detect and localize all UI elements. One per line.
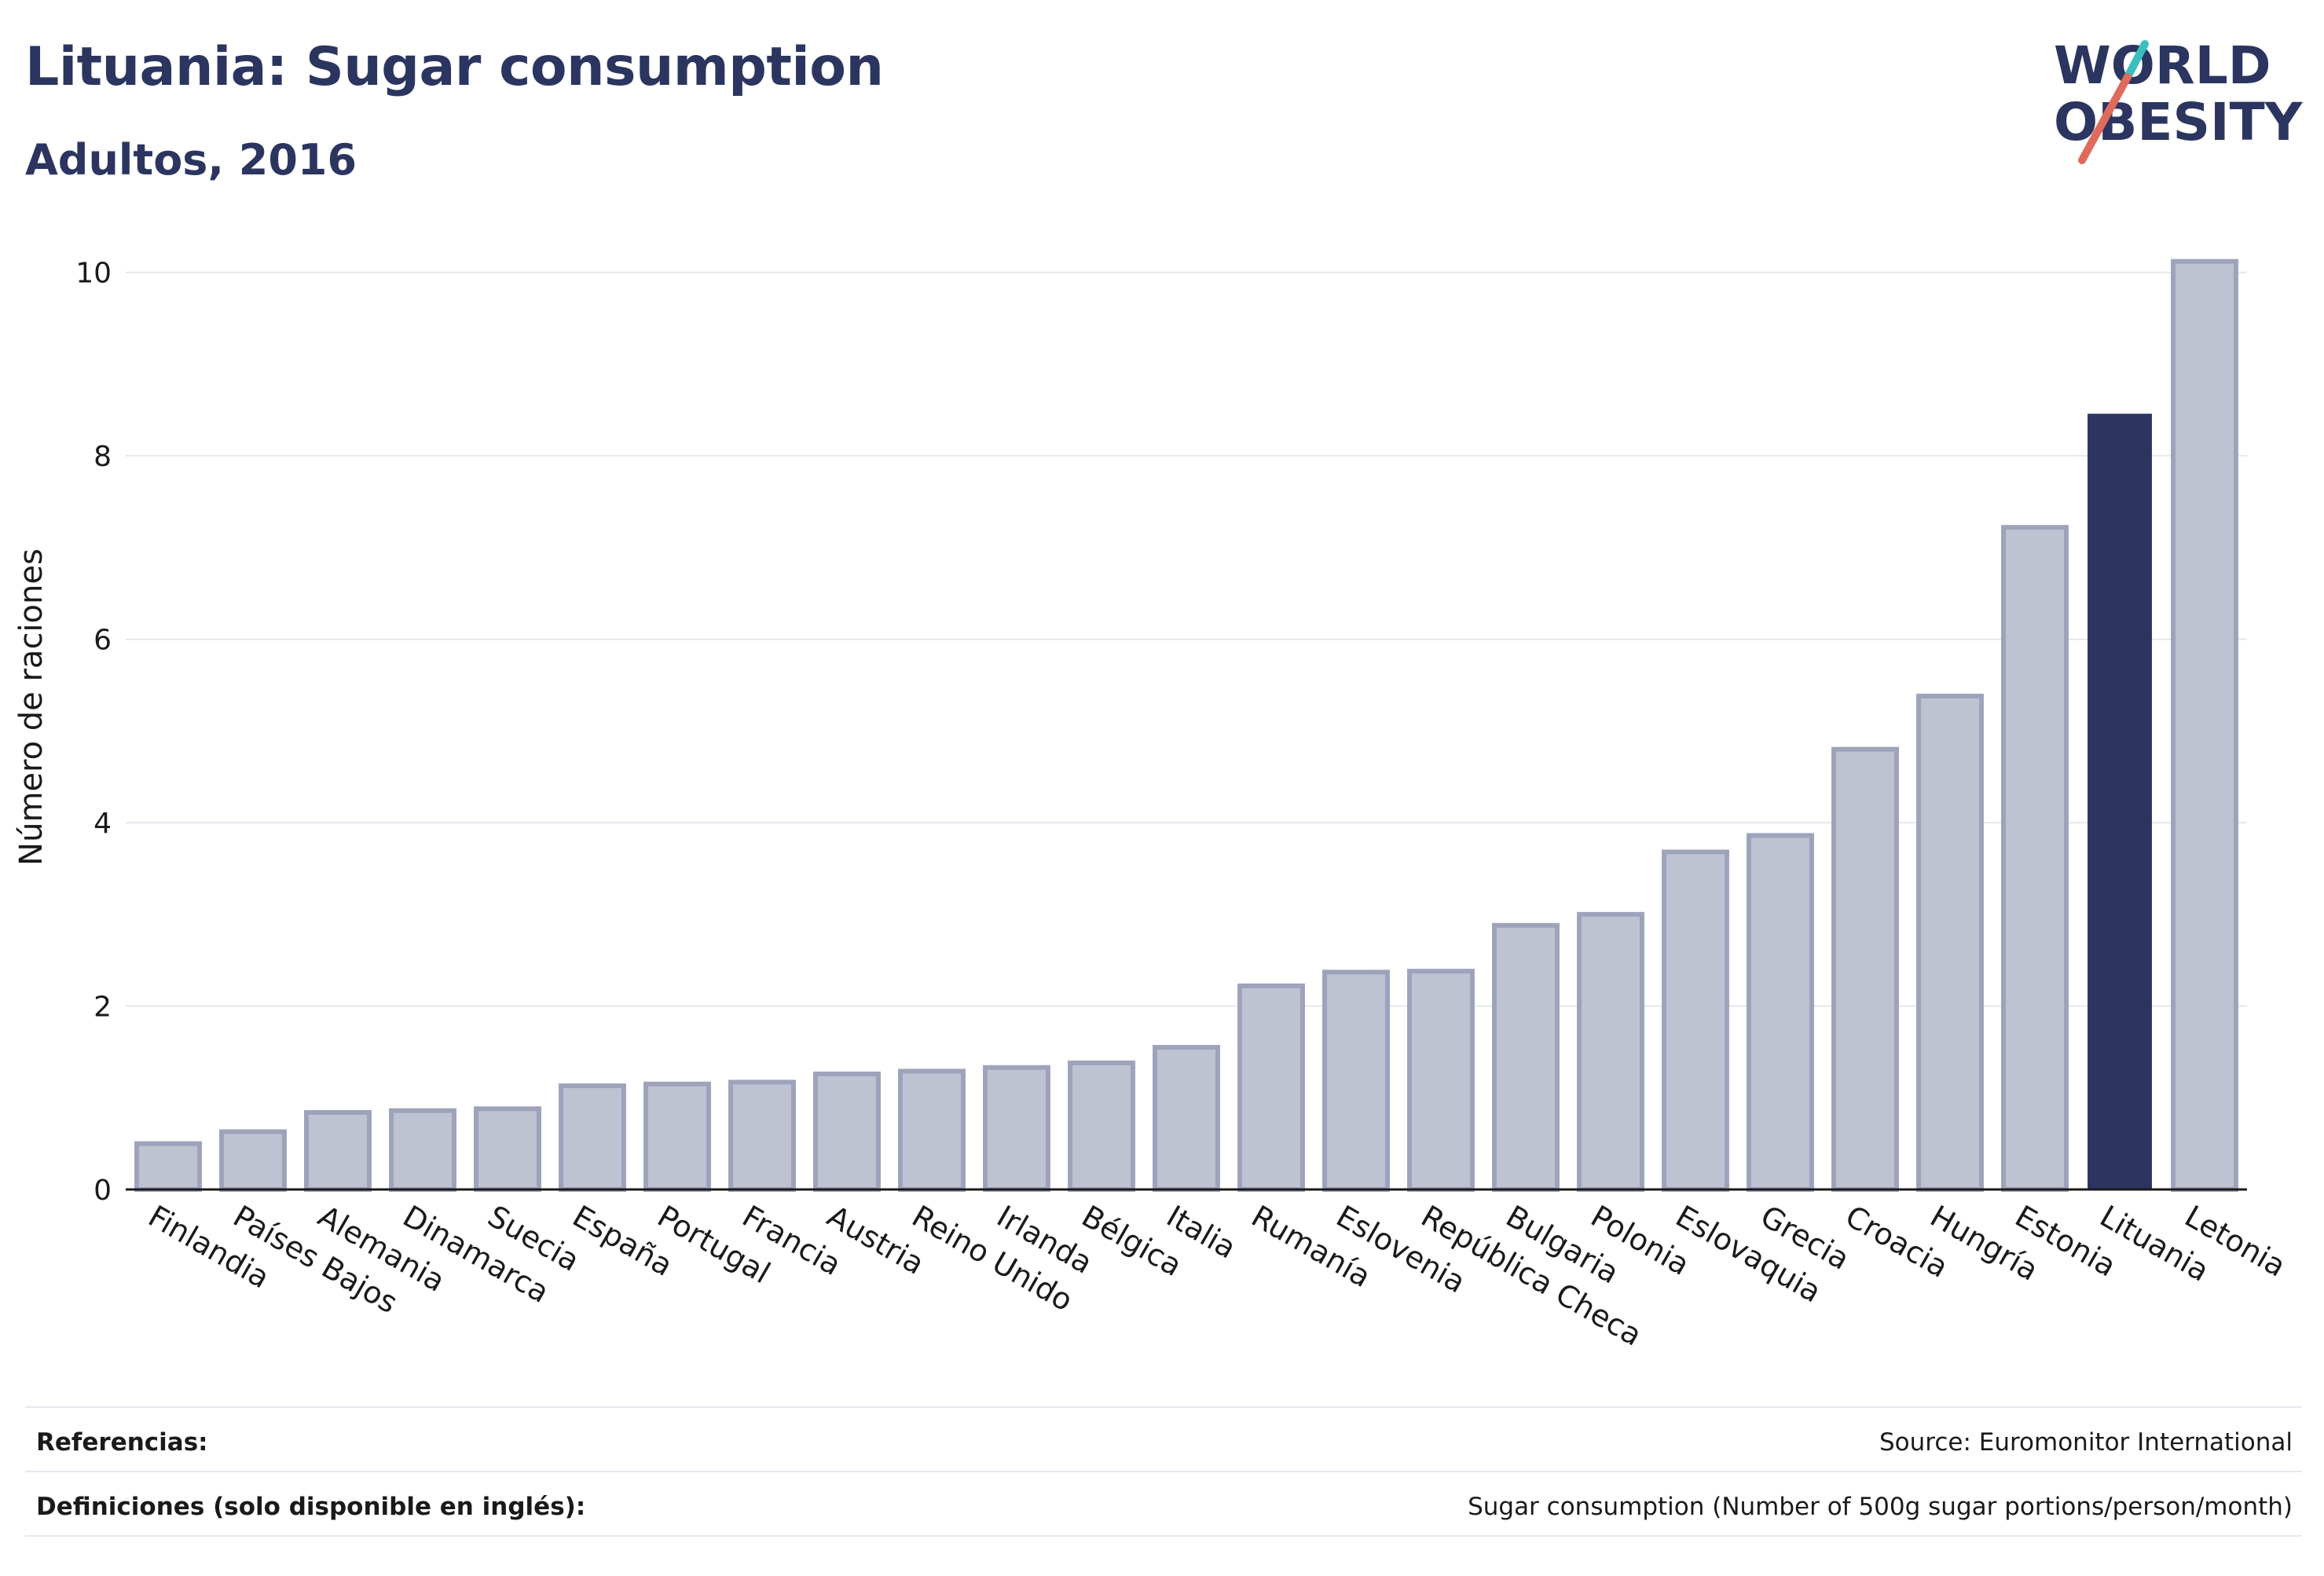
bar-rumanía: [1237, 983, 1305, 1192]
bar-croacia: [1831, 746, 1899, 1192]
references-value: Source: Euromonitor International: [1879, 1428, 2293, 1457]
bar-austria: [813, 1071, 881, 1192]
references-label: Referencias:: [36, 1428, 208, 1457]
page-title: Lituania: Sugar consumption: [25, 36, 884, 98]
logo-slash-teal: [2124, 40, 2149, 81]
logo-word-world: WORLD: [2054, 35, 2271, 96]
bar-irlanda: [983, 1065, 1050, 1192]
bar-reino-unido: [898, 1068, 966, 1193]
bar-estonia: [2001, 525, 2069, 1192]
bar-españa: [559, 1083, 626, 1192]
bar-polonia: [1577, 911, 1644, 1193]
bar-dinamarca: [389, 1108, 456, 1193]
y-tick-label: 4: [93, 808, 112, 840]
bar-suecia: [474, 1106, 541, 1193]
bar-república-checa: [1407, 969, 1475, 1193]
x-tick-label: Austria: [822, 1199, 930, 1281]
bar-alemania: [304, 1109, 372, 1193]
definitions-label: Definiciones (solo disponible en inglés)…: [36, 1493, 586, 1521]
bar-bélgica: [1068, 1060, 1135, 1192]
bar-bulgaria: [1492, 922, 1560, 1193]
bar-francia: [728, 1079, 796, 1193]
bar-portugal: [643, 1081, 711, 1193]
bar-letonia: [2171, 258, 2238, 1193]
y-tick-label: 8: [93, 441, 112, 473]
world-obesity-logo: WORLD OBESITY: [2054, 35, 2304, 164]
y-tick-label: 0: [93, 1175, 112, 1207]
bar-hungría: [1916, 693, 1984, 1192]
y-tick-label: 2: [93, 991, 112, 1024]
bar-italia: [1153, 1045, 1220, 1192]
y-tick-label: 6: [93, 625, 112, 657]
bar-grecia: [1747, 833, 1814, 1192]
y-tick-label: 10: [75, 258, 112, 290]
page-subtitle: Adultos, 2016: [25, 135, 357, 185]
footer-divider-middle: [25, 1471, 2302, 1472]
bar-eslovenia: [1322, 969, 1390, 1192]
bar-finlandia: [134, 1141, 202, 1193]
bar-países-bajos: [219, 1129, 287, 1192]
definitions-value: Sugar consumption (Number of 500g sugar …: [1468, 1493, 2293, 1521]
bar-lituania: [2088, 413, 2152, 1190]
footer-divider-bottom: [25, 1535, 2302, 1537]
footer-divider-top: [25, 1406, 2302, 1408]
bar-eslovaquia: [1662, 849, 1729, 1193]
logo-slash-coral: [2078, 73, 2132, 164]
